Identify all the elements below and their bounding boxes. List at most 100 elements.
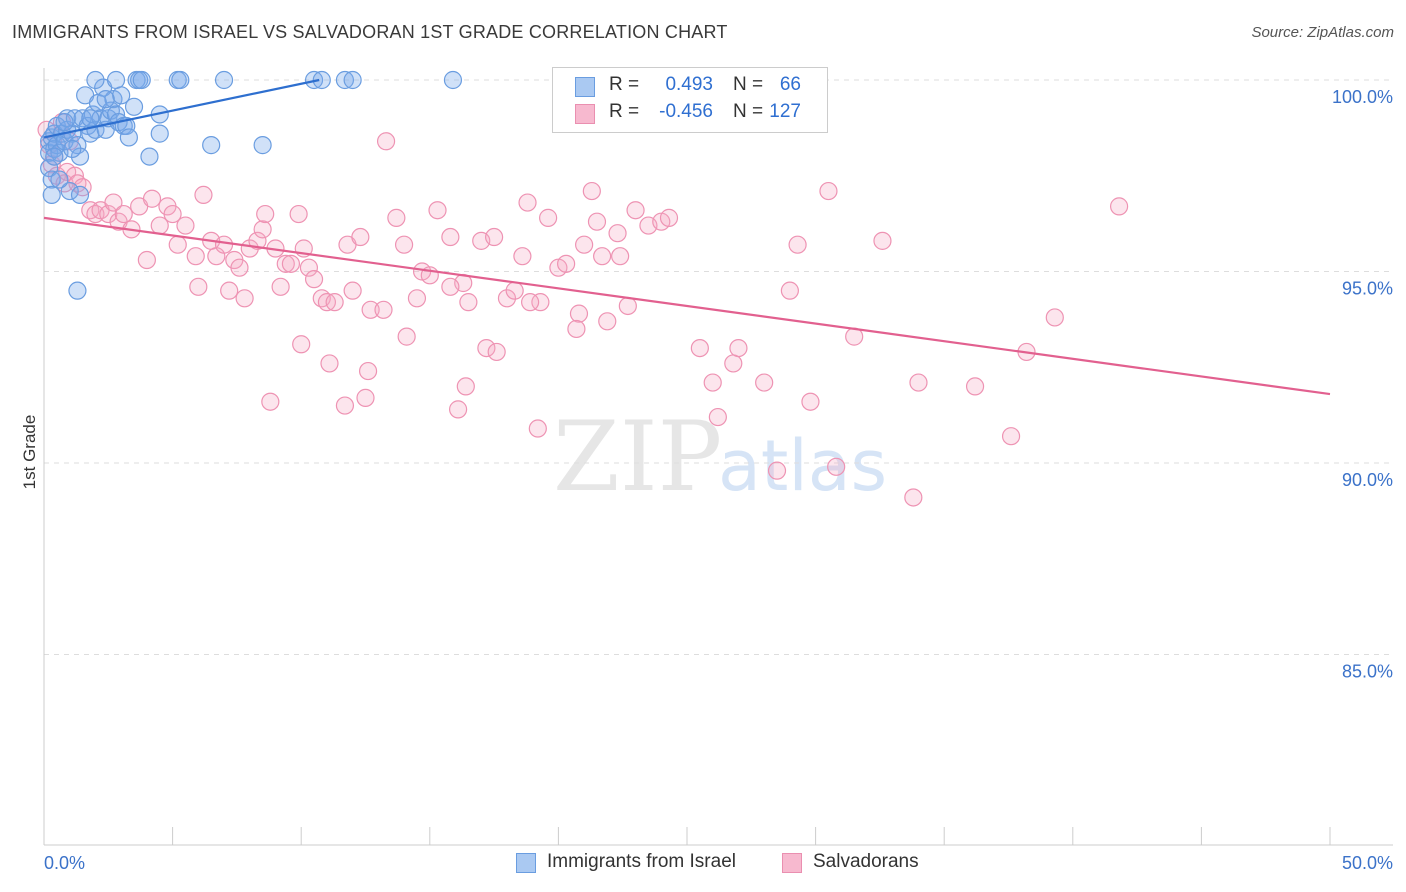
salvadoran-point — [317, 293, 337, 312]
salvadoran-point — [788, 235, 807, 254]
israel-point — [91, 109, 110, 128]
y-tick-label: 95.0% — [1342, 279, 1393, 299]
salvadoran-point — [528, 419, 547, 438]
salvadoran-point — [142, 189, 162, 208]
salvadoran-point — [531, 293, 550, 312]
salvadoran-point — [186, 247, 205, 266]
trend-lines — [43, 78, 1331, 396]
salvadoran-point — [801, 392, 820, 411]
salvadoran-point — [755, 373, 774, 392]
salvadoran-point — [194, 185, 213, 204]
israel-point — [60, 181, 79, 201]
salvadoran-point — [593, 247, 612, 266]
salvadoran-point — [780, 281, 799, 300]
israel-point — [55, 113, 74, 132]
legend-swatch-israel — [575, 77, 595, 97]
legend-r-label: R = — [609, 101, 640, 122]
salvadoran-point — [374, 300, 393, 319]
salvadoran-point — [703, 373, 722, 392]
salvadoran-point — [441, 227, 460, 247]
salvadoran-point — [965, 377, 985, 396]
israel-point — [81, 109, 100, 128]
salvadoran-trend-line — [43, 216, 1331, 396]
salvadoran-point — [441, 277, 460, 296]
salvadoran-point — [485, 227, 504, 247]
salvadoran-point — [240, 239, 259, 258]
series-legend: Immigrants from Israel Salvadorans — [0, 851, 1406, 877]
salvadoran-point — [292, 335, 311, 354]
israel-point — [132, 70, 151, 90]
israel-point — [63, 139, 82, 159]
salvadorans-points — [37, 113, 1129, 507]
israel-point — [96, 90, 115, 109]
salvadoran-point — [289, 204, 308, 224]
salvadoran-point — [477, 339, 496, 358]
watermark: ZIP atlas — [553, 401, 887, 513]
salvadoran-point — [819, 181, 838, 201]
salvadoran-point — [428, 201, 447, 220]
series-label-salvadorans: Salvadorans — [813, 851, 919, 872]
salvadoran-point — [320, 354, 339, 373]
israel-point — [443, 70, 463, 90]
salvadoran-point — [1001, 427, 1021, 446]
legend-swatch-salvadorans — [575, 104, 595, 124]
israel-points — [40, 70, 463, 300]
legend-n-value: 66 — [779, 74, 801, 95]
salvadoran-point — [176, 216, 195, 235]
x-tick-label-min: 0.0% — [44, 853, 85, 873]
israel-trend-line — [43, 78, 320, 139]
israel-point — [86, 70, 105, 90]
salvadoran-point — [904, 488, 923, 507]
legend-r-value: -0.456 — [659, 101, 713, 122]
salvadoran-point — [163, 204, 182, 224]
salvadoran-point — [708, 407, 727, 427]
legend-row-israel: R = 0.493 N = 66 — [553, 74, 827, 100]
correlation-legend: R = 0.493 N = 66 R = -0.456 N = 127 — [552, 67, 828, 133]
y-tick-label: 90.0% — [1342, 470, 1393, 490]
y-tick-label: 85.0% — [1342, 662, 1393, 682]
salvadoran-point — [767, 461, 787, 480]
israel-point — [335, 70, 355, 90]
salvadoran-point — [497, 289, 517, 308]
salvadoran-point — [361, 300, 380, 319]
israel-point — [124, 97, 144, 116]
israel-point — [214, 70, 234, 90]
salvadoran-point — [220, 281, 239, 300]
salvadoran-point — [276, 254, 295, 273]
salvadoran-point — [304, 270, 324, 289]
israel-point — [70, 185, 90, 204]
salvadoran-point — [394, 235, 414, 254]
chart-title: IMMIGRANTS FROM ISRAEL VS SALVADORAN 1ST… — [12, 22, 728, 42]
legend-n-value: 127 — [769, 101, 801, 122]
salvadoran-point — [582, 181, 601, 201]
salvadoran-point — [626, 201, 645, 220]
watermark-atlas: atlas — [718, 425, 887, 507]
salvadoran-point — [724, 354, 743, 373]
x-tick-label-max: 50.0% — [1342, 853, 1393, 873]
israel-point — [150, 124, 169, 143]
salvadoran-point — [235, 289, 254, 308]
salvadoran-point — [261, 392, 280, 411]
salvadoran-point — [569, 304, 589, 323]
salvadoran-point — [487, 342, 506, 362]
salvadoran-point — [1109, 197, 1129, 216]
salvadoran-point — [611, 247, 630, 266]
salvadoran-point — [557, 254, 576, 273]
salvadoran-point — [281, 254, 301, 273]
salvadoran-point — [459, 293, 478, 312]
salvadoran-point — [513, 247, 532, 266]
israel-point — [50, 170, 69, 189]
salvadoran-point — [376, 132, 396, 151]
israel-point — [40, 158, 59, 178]
israel-point — [253, 136, 272, 155]
salvadoran-point — [104, 193, 123, 212]
salvadoran-point — [271, 277, 290, 296]
salvadoran-point — [189, 277, 208, 296]
salvadoran-point — [909, 373, 928, 392]
israel-point — [171, 70, 190, 90]
israel-point — [119, 128, 138, 147]
legend-n-label: N = — [733, 101, 764, 122]
israel-point — [68, 281, 87, 300]
salvadoran-point — [356, 388, 375, 407]
